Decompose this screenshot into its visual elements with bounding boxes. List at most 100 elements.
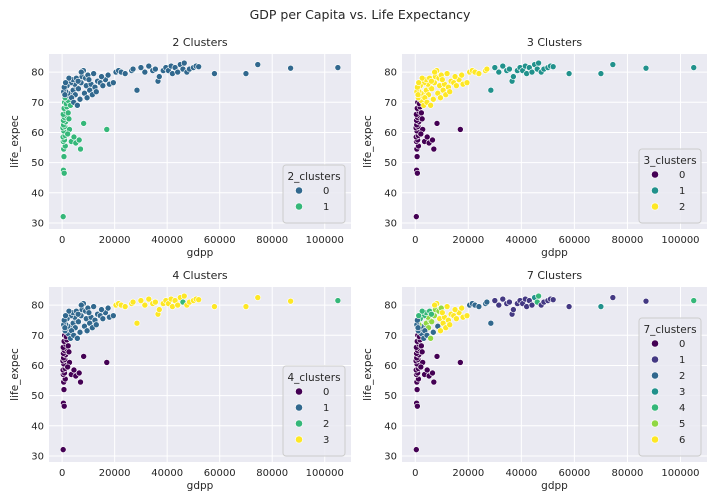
- data-point: [334, 64, 342, 71]
- data-point: [61, 324, 69, 332]
- data-point: [549, 63, 557, 70]
- x-tick-label: 0: [412, 468, 418, 479]
- data-point: [74, 334, 81, 342]
- legend-label: 1: [679, 355, 685, 366]
- data-point: [98, 306, 105, 313]
- figure-title: GDP per Capita vs. Life Expectancy: [250, 7, 471, 22]
- y-tick-label: 70: [384, 98, 397, 109]
- data-point: [98, 73, 105, 80]
- data-point: [75, 318, 82, 325]
- data-point: [430, 378, 438, 386]
- data-point: [535, 59, 542, 67]
- data-point: [74, 310, 82, 318]
- x-tick-label: 0: [412, 235, 418, 246]
- data-point: [418, 74, 426, 82]
- data-point: [76, 328, 84, 336]
- legend-marker: [295, 202, 303, 211]
- y-tick-label: 60: [384, 361, 397, 372]
- data-point: [92, 321, 100, 329]
- data-point: [152, 298, 159, 306]
- data-point: [414, 402, 421, 410]
- data-point: [59, 213, 67, 220]
- data-point: [133, 319, 141, 327]
- data-point: [495, 68, 503, 76]
- subplot-title: 7 Clusters: [527, 269, 583, 282]
- legend-label: 3: [323, 435, 329, 446]
- legend-label: 2: [679, 371, 685, 382]
- data-point: [64, 130, 71, 138]
- data-point: [413, 153, 421, 160]
- x-tick-label: 0: [59, 235, 65, 246]
- legend: 7_clusters 0 1 2 3 4 5 6: [638, 317, 702, 457]
- data-point: [439, 309, 446, 316]
- data-point: [414, 169, 421, 177]
- x-tick-label: 100000: [306, 235, 344, 246]
- data-point: [137, 64, 145, 71]
- y-axis-label: life_expec: [362, 348, 374, 401]
- subplot-4: 0 20000 40000 60000 80000 1000003040506070807…: [362, 269, 707, 492]
- data-point: [64, 109, 72, 117]
- y-tick-label: 30: [384, 218, 397, 229]
- data-point: [77, 145, 84, 153]
- y-axis-label: life_expec: [9, 348, 21, 401]
- data-point: [104, 71, 112, 79]
- y-tick-label: 60: [31, 361, 44, 372]
- data-point: [458, 304, 465, 312]
- y-tick-label: 60: [31, 128, 44, 139]
- y-tick-label: 40: [31, 421, 44, 432]
- data-point: [413, 213, 420, 220]
- data-point: [446, 321, 454, 329]
- legend-marker: [295, 419, 303, 428]
- data-point: [76, 95, 84, 103]
- data-point: [565, 303, 573, 310]
- data-point: [80, 353, 87, 360]
- data-point: [433, 120, 441, 127]
- x-tick-label: 40000: [151, 235, 183, 246]
- data-point: [428, 318, 436, 325]
- data-point: [129, 65, 137, 73]
- data-point: [415, 312, 423, 319]
- legend: 3_clusters 0 1 2: [638, 148, 702, 224]
- data-point: [90, 303, 97, 310]
- y-tick-label: 60: [384, 128, 397, 139]
- data-point: [92, 88, 100, 96]
- legend-box: [638, 317, 702, 457]
- y-tick-label: 80: [384, 301, 397, 312]
- data-point: [65, 348, 73, 356]
- data-point: [506, 65, 513, 73]
- data-point: [59, 446, 67, 453]
- legend: 2_clusters 0 1: [282, 164, 346, 224]
- data-point: [103, 126, 111, 133]
- legend-title: 7_clusters: [643, 324, 696, 336]
- x-tick-label: 100000: [661, 468, 699, 479]
- x-tick-label: 20000: [452, 235, 484, 246]
- data-point: [429, 95, 437, 103]
- legend-label: 0: [679, 339, 685, 350]
- data-point: [430, 145, 438, 153]
- data-point: [475, 303, 483, 310]
- data-point: [414, 91, 422, 99]
- y-axis-label: life_expec: [9, 115, 21, 168]
- legend-marker: [295, 387, 303, 396]
- data-point: [506, 298, 513, 306]
- legend-marker: [295, 435, 303, 444]
- x-tick-label: 60000: [204, 235, 236, 246]
- data-point: [211, 303, 218, 310]
- data-point: [85, 76, 93, 83]
- data-point: [78, 301, 85, 309]
- legend-label: 1: [679, 186, 685, 197]
- data-point: [110, 79, 117, 86]
- data-point: [103, 359, 111, 366]
- data-point: [60, 386, 68, 393]
- data-point: [433, 353, 441, 360]
- x-axis-label: gdpp: [187, 247, 214, 259]
- y-tick-label: 30: [31, 218, 44, 229]
- data-point: [174, 68, 181, 76]
- legend-label: 1: [323, 403, 329, 414]
- x-axis-label: gdpp: [541, 247, 568, 259]
- data-point: [61, 91, 69, 99]
- data-point: [62, 312, 69, 319]
- data-point: [431, 301, 438, 309]
- x-tick-label: 80000: [256, 235, 288, 246]
